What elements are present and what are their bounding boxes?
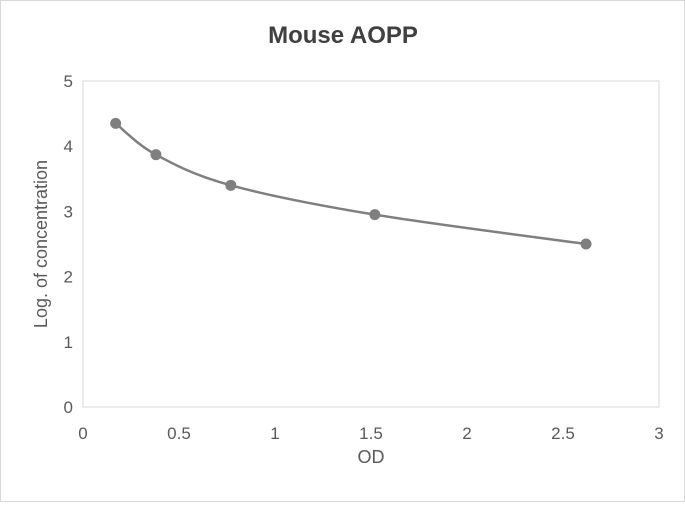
x-tick-label: 1 <box>270 424 279 443</box>
data-point <box>369 209 381 221</box>
y-tick-label: 0 <box>64 398 73 417</box>
data-point <box>150 149 162 161</box>
data-point <box>580 238 592 250</box>
x-tick-label: 0.5 <box>167 424 191 443</box>
x-tick-label: 2 <box>462 424 471 443</box>
series-line <box>114 122 587 246</box>
plot-area <box>82 80 660 408</box>
x-axis-label: OD <box>358 447 385 467</box>
x-tick-label: 0 <box>78 424 87 443</box>
y-tick-label: 1 <box>64 333 73 352</box>
y-tick-label: 3 <box>64 202 73 221</box>
data-point <box>110 117 122 129</box>
x-tick-label: 1.5 <box>359 424 383 443</box>
y-tick-label: 5 <box>64 72 73 91</box>
y-tick-label: 4 <box>64 137 73 156</box>
chart-title: Mouse AOPP <box>268 22 418 49</box>
x-tick-label: 2.5 <box>551 424 575 443</box>
y-axis-label: Log. of concentration <box>31 160 51 328</box>
data-point <box>225 179 237 191</box>
y-tick-label: 2 <box>64 268 73 287</box>
x-tick-label: 3 <box>654 424 663 443</box>
